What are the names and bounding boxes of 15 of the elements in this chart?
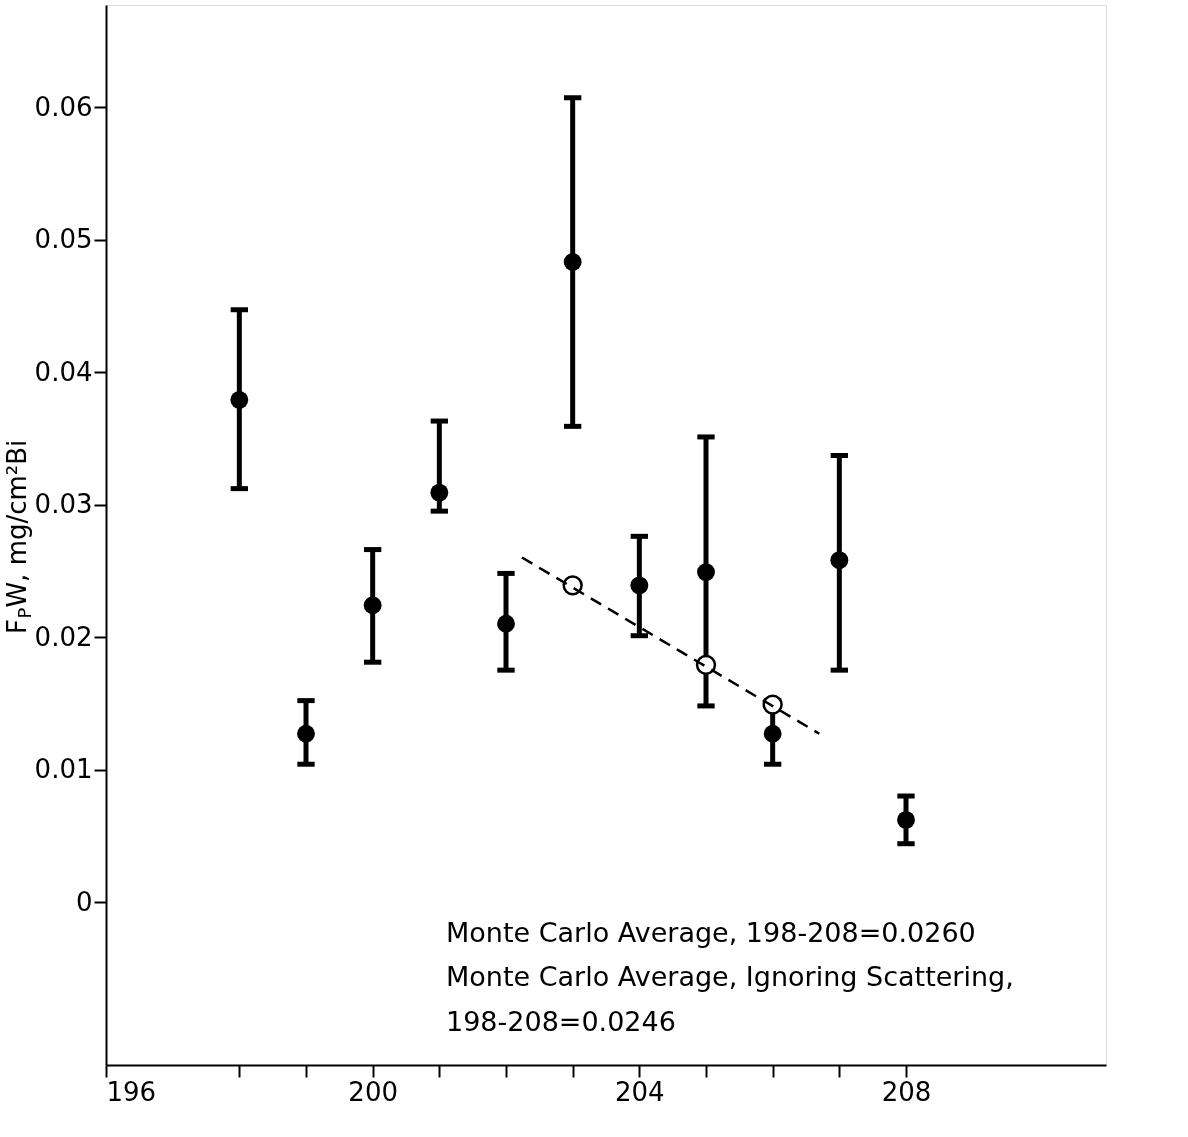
y-tick-label: 0.06 [34, 91, 93, 122]
y-tick-label: 0.03 [34, 489, 93, 520]
y-tick-label: 0 [75, 886, 93, 917]
y-tick-label: 0.02 [34, 621, 93, 652]
y-tick-label: 0.01 [34, 754, 93, 785]
y-tick-label: 0.04 [34, 356, 93, 387]
x-tick-label: 204 [615, 1076, 665, 1107]
annotation: Monte Carlo Average, Ignoring Scattering, [446, 961, 1014, 993]
x-tick-label: 200 [348, 1076, 398, 1107]
y-axis-title: FPW, mg/cm²Bi [2, 439, 35, 634]
y-tick-label: 0.05 [34, 224, 93, 255]
annotation: Monte Carlo Average, 198-208=0.0260 [446, 916, 976, 948]
x-tick-label: 208 [881, 1076, 932, 1107]
annotation: 198-208=0.0246 [446, 1005, 676, 1037]
x-tick-label: 196 [106, 1076, 157, 1107]
